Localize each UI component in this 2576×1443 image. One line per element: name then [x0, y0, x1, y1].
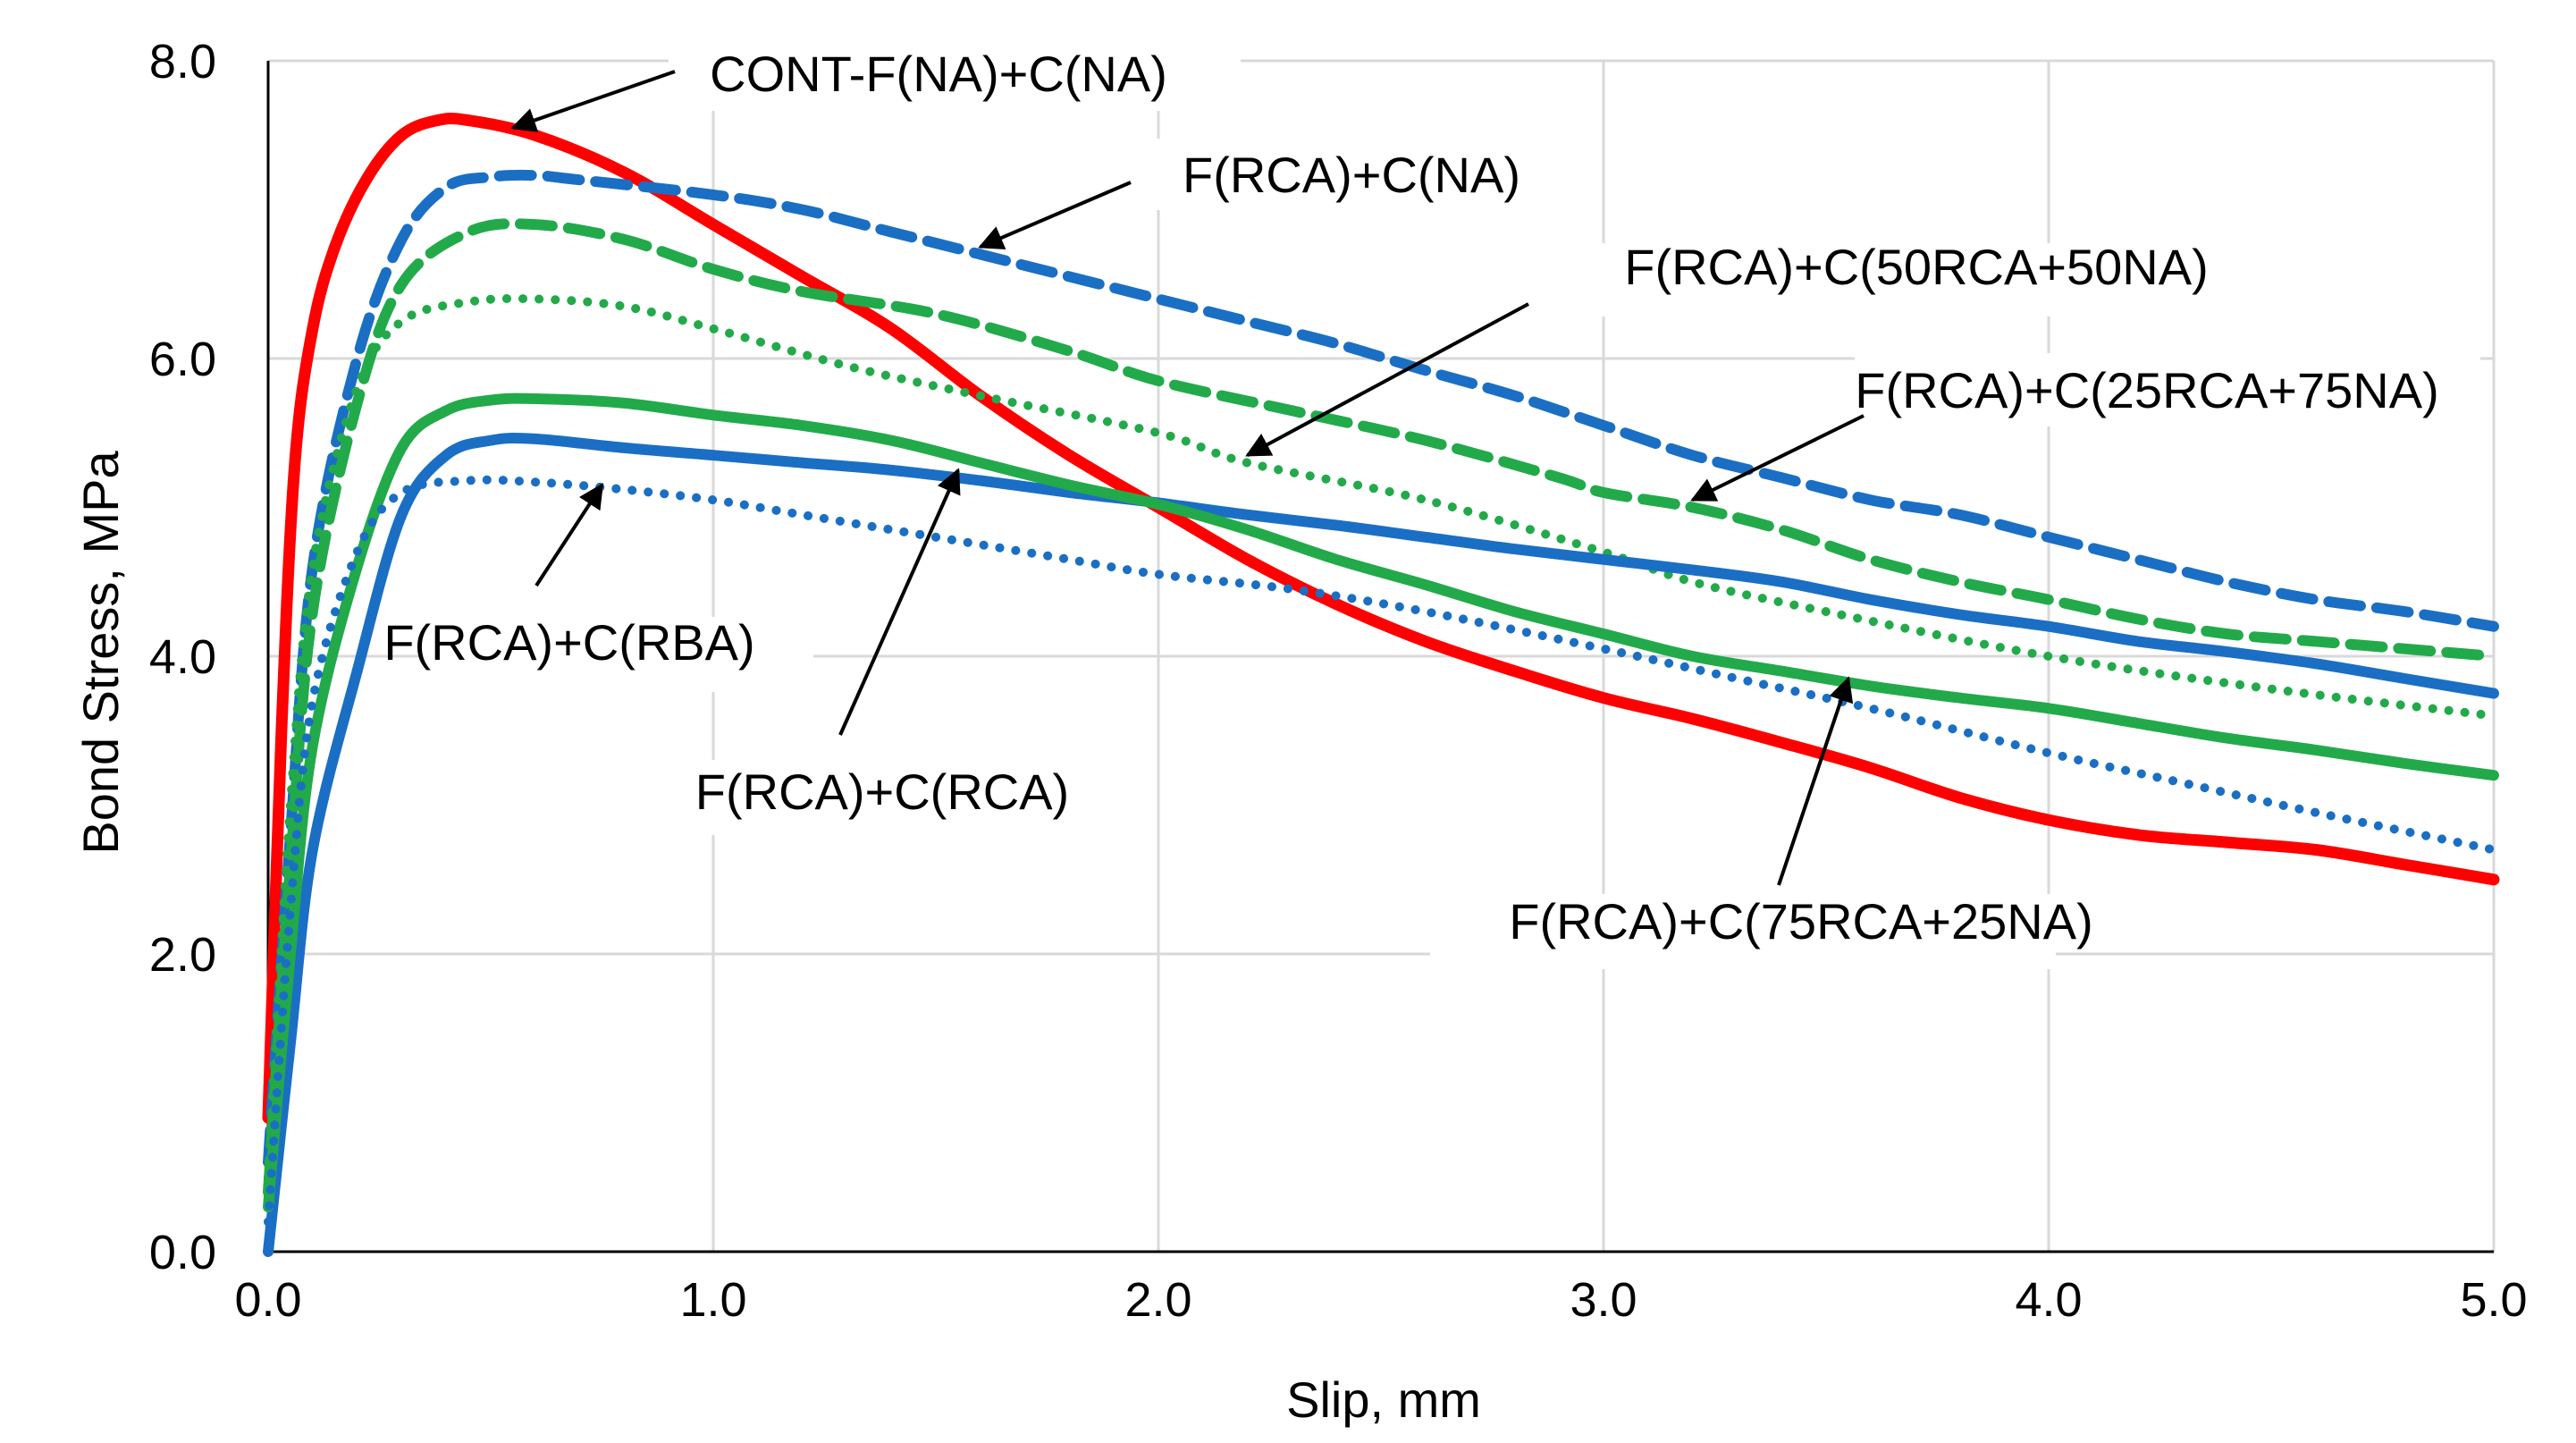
series-line-f-rca-c-na	[263, 169, 2499, 1169]
annotation-box-f-rca-c-rca	[697, 760, 1082, 835]
annotation-box-f-rca-c-na	[1128, 139, 1548, 210]
y-axis-title: Bond Stress, MPa	[72, 450, 129, 854]
annotation-box-cont-f-na-c-na	[669, 38, 1241, 111]
y-tick-label: 8.0	[149, 35, 216, 89]
y-tick-label: 6.0	[149, 333, 216, 386]
annotation-label-f-rca-c-75rca-25na: F(RCA)+C(75RCA+25NA)	[1509, 893, 2093, 949]
x-tick-label: 4.0	[2015, 1273, 2082, 1327]
annotation-label-f-rca-c-50rca-50na: F(RCA)+C(50RCA+50NA)	[1624, 239, 2209, 295]
data-series	[262, 113, 2500, 1257]
x-tick-label: 0.0	[234, 1273, 301, 1327]
annotation-arrow-f-rca-c-rca	[838, 468, 961, 736]
x-axis-title: Slip, mm	[1286, 1371, 1481, 1428]
annotation-label-f-rca-c-na: F(RCA)+C(NA)	[1183, 147, 1520, 203]
annotation-label-f-rca-c-rba: F(RCA)+C(RBA)	[383, 614, 754, 671]
annotation-arrow-f-rca-c-25rca-75na	[1690, 414, 1865, 502]
series-line-cont-f-na-c-na	[262, 113, 2500, 1124]
tick-labels: 0.0 1.0 2.0 3.0 4.0 5.0 0.0 2.0 4.0 6.0 8.0	[149, 35, 2528, 1327]
annotation-arrow-f-rca-c-na	[978, 181, 1132, 250]
x-tick-label: 2.0	[1124, 1273, 1191, 1327]
annotation-arrow-cont-f-na-c-na	[510, 70, 676, 132]
x-tick-label: 1.0	[679, 1273, 746, 1327]
annotation-arrow-f-rca-c-75rca-25na	[1777, 676, 1854, 886]
y-tick-label: 0.0	[149, 1226, 216, 1279]
annotation-box-f-rca-c-25rca-75na	[1855, 353, 2480, 426]
series-line-f-rca-c-50rca-50na	[264, 293, 2498, 1182]
x-tick-label: 3.0	[1570, 1273, 1637, 1327]
annotation-box-f-rca-c-75rca-25na	[1430, 894, 2056, 969]
series-line-f-rca-c-75rca-25na	[263, 392, 2499, 1212]
series-line-f-rca-c-rba	[264, 475, 2498, 1227]
annotation-label-f-rca-c-rca: F(RCA)+C(RCA)	[695, 764, 1069, 820]
annotation-label-f-rca-c-25rca-75na: F(RCA)+C(25RCA+75NA)	[1855, 362, 2439, 418]
annotation-box-f-rca-c-rba	[420, 617, 813, 692]
annotation-label-cont-f-na-c-na: CONT-F(NA)+C(NA)	[710, 46, 1167, 102]
annotations: CONT-F(NA)+C(NA) F(RCA)+C(NA) F(RCA)+C(50R…	[383, 38, 2480, 969]
annotation-box-f-rca-c-50rca-50na	[1520, 243, 2136, 316]
annotation-arrow-f-rca-c-rba	[535, 483, 604, 587]
annotation-arrow-f-rca-c-50rca-50na	[1245, 302, 1529, 457]
y-tick-label: 4.0	[149, 630, 216, 684]
series-line-f-rca-c-25rca-75na	[263, 218, 2499, 1198]
x-tick-label: 5.0	[2460, 1273, 2527, 1327]
y-tick-label: 2.0	[149, 928, 216, 982]
